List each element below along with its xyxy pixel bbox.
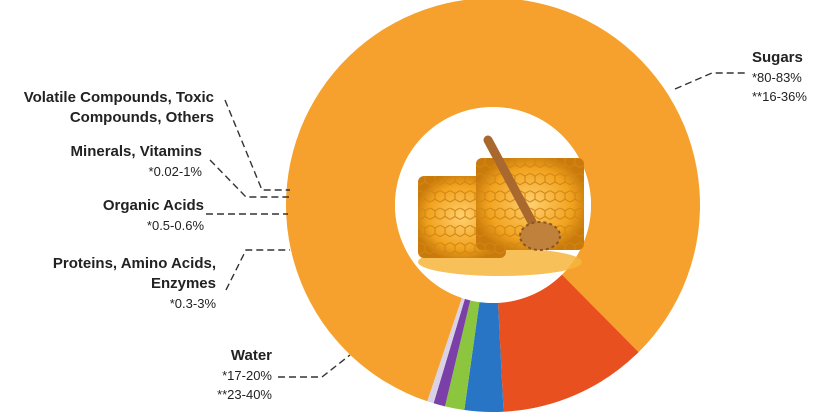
slice-organic xyxy=(444,300,480,411)
slice-sugars xyxy=(286,0,700,402)
organic-name: Organic Acids xyxy=(102,197,204,214)
leader-proteins xyxy=(225,249,290,291)
slice-water xyxy=(498,274,639,412)
proteins-range: *0.3-3% xyxy=(169,296,216,311)
volatile-name-line1: Volatile Compounds, Toxic xyxy=(23,89,214,106)
slice-minerals xyxy=(433,298,471,407)
water-name: Water xyxy=(230,347,272,364)
minerals-range: *0.02-1% xyxy=(148,164,202,179)
sugars-range-2: **16-36% xyxy=(752,89,807,104)
water-range-2: **23-40% xyxy=(217,387,272,402)
label-water: Water *17-20% **23-40% xyxy=(217,346,272,404)
slice-volatile xyxy=(427,297,465,404)
leader-water xyxy=(278,354,351,378)
label-volatile: Volatile Compounds, Toxic Compounds, Oth… xyxy=(24,88,214,128)
honeycomb-icon xyxy=(418,135,584,276)
slice-proteins xyxy=(464,302,504,412)
leader-sugars xyxy=(674,72,748,90)
sugars-range-1: *80-83% xyxy=(752,70,802,85)
sugars-name: Sugars xyxy=(752,49,803,66)
label-organic: Organic Acids *0.5-0.6% xyxy=(103,196,204,235)
water-range-1: *17-20% xyxy=(222,368,272,383)
proteins-name-line2: Enzymes xyxy=(150,275,216,292)
leader-minerals xyxy=(209,159,289,198)
volatile-name-line2: Compounds, Others xyxy=(69,109,214,126)
organic-range: *0.5-0.6% xyxy=(146,218,204,233)
label-sugars: Sugars *80-83% **16-36% xyxy=(752,48,807,106)
donut-slices xyxy=(286,0,700,412)
label-proteins: Proteins, Amino Acids, Enzymes *0.3-3% xyxy=(53,254,216,313)
leader-volatile xyxy=(224,99,290,191)
label-minerals: Minerals, Vitamins *0.02-1% xyxy=(71,142,202,181)
proteins-name-line1: Proteins, Amino Acids, xyxy=(52,255,216,272)
minerals-name: Minerals, Vitamins xyxy=(70,143,202,160)
